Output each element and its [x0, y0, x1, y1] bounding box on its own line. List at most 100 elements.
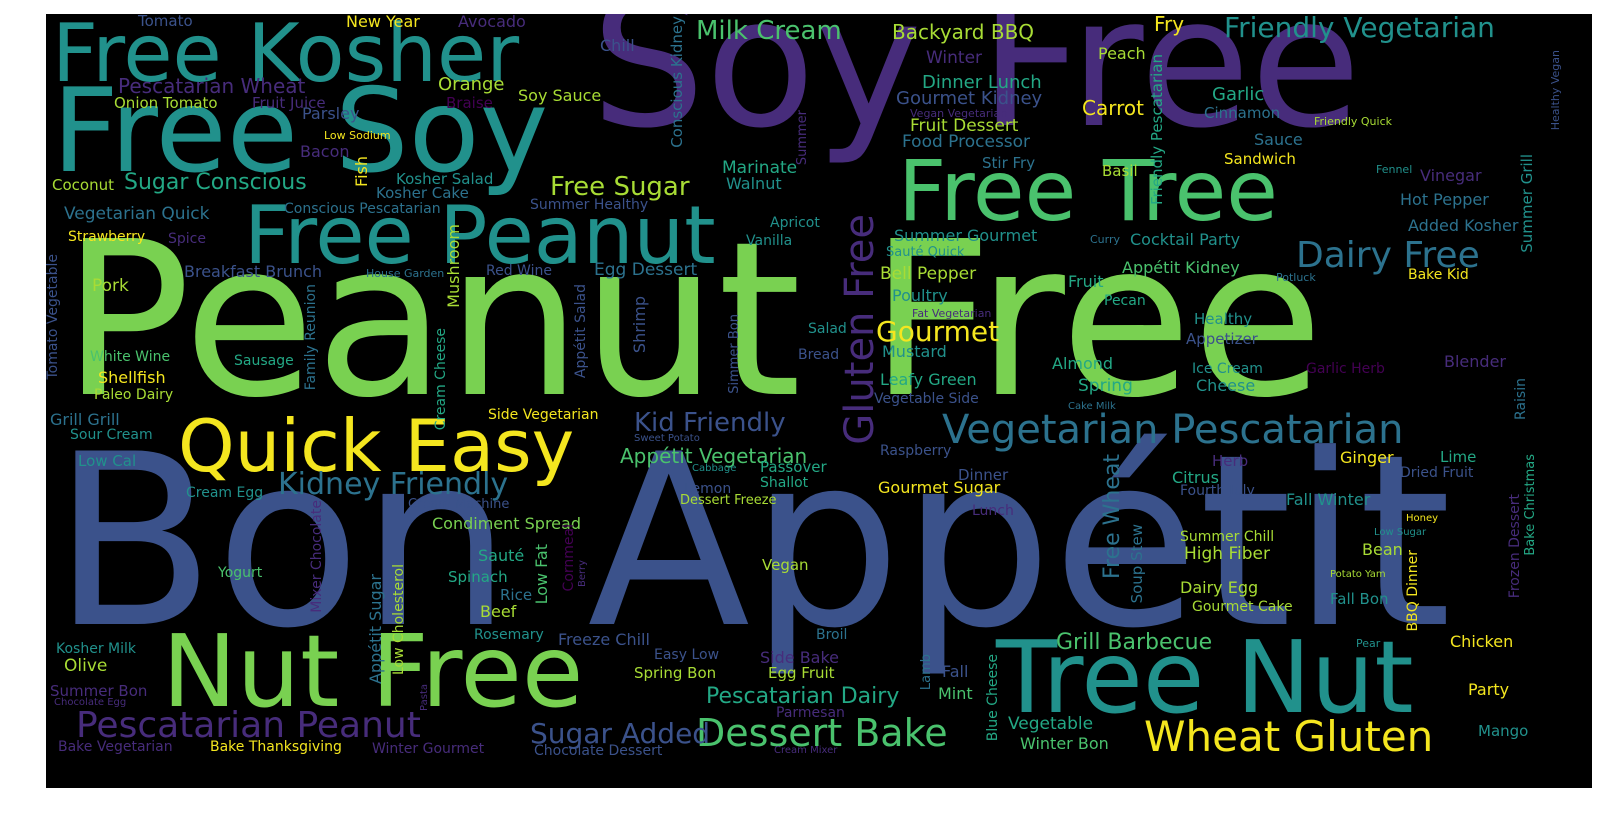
word-low-fat: Low Fat — [532, 544, 551, 605]
word-tomato-vegetable: Tomato Vegetable — [46, 254, 61, 380]
word-free-kosher: Free Kosher — [52, 14, 520, 100]
word-lamb: Lamb — [919, 654, 934, 691]
word-conscious-pescatarian: Conscious Pescatarian — [284, 201, 441, 217]
word-carrot: Carrot — [1082, 96, 1144, 120]
word-soy-free: Soy Free — [591, 14, 1362, 168]
word-side-bake: Side Bake — [760, 648, 840, 667]
word-family-reunion: Family Reunion — [303, 284, 319, 391]
word-cheese: Cheese — [1196, 376, 1256, 395]
word-freeze-chill: Freeze Chill — [558, 630, 650, 649]
word-gourmet-kidney: Gourmet Kidney — [896, 88, 1043, 109]
word-lime: Lime — [1440, 448, 1477, 466]
word-vanilla: Vanilla — [746, 233, 793, 249]
word-potluck: Potluck — [1276, 271, 1316, 284]
word-egg-dessert: Egg Dessert — [594, 260, 698, 280]
word-grill-grill: Grill Grill — [50, 410, 120, 429]
word-white-wine: White Wine — [90, 349, 171, 365]
word-party: Party — [1468, 680, 1510, 699]
word-braise: Braise — [446, 94, 493, 112]
word-blender: Blender — [1444, 352, 1506, 371]
word-garlic: Garlic — [1212, 84, 1265, 105]
word-ginger: Ginger — [1340, 448, 1394, 467]
word-bacon: Bacon — [300, 142, 350, 161]
word-spring: Spring — [1078, 376, 1133, 396]
word-vegetarian-quick: Vegetarian Quick — [64, 204, 210, 224]
word-tomato: Tomato — [138, 14, 193, 30]
word-healthy: Healthy — [1194, 310, 1253, 328]
word-dinner-lunch: Dinner Lunch — [922, 72, 1042, 93]
word-gourmet: Gourmet — [876, 315, 1000, 348]
word-summer-bon: Summer Bon — [50, 682, 148, 700]
word-wheat-gluten: Wheat Gluten — [1144, 712, 1434, 761]
word-dessert-bake: Dessert Bake — [696, 711, 948, 755]
word-mushroom: Mushroom — [444, 224, 463, 308]
word-passover: Passover — [760, 458, 827, 476]
word-free-peanut: Free Peanut — [244, 189, 716, 282]
word-parsley: Parsley — [302, 104, 360, 123]
word-low-cholesterol: Low Cholesterol — [391, 564, 407, 676]
word-hot-pepper: Hot Pepper — [1400, 190, 1489, 209]
word-vinegar: Vinegar — [1420, 166, 1482, 185]
word-summer-gourmet: Summer Gourmet — [894, 226, 1038, 245]
word-chill: Chill — [600, 36, 635, 55]
word-chocolate-dessert: Chocolate Dessert — [534, 743, 663, 759]
word-peanut-free: Peanut Free — [62, 196, 1324, 445]
word-cocktail-party: Cocktail Party — [1130, 230, 1241, 249]
word-soup-stew: Soup Stew — [1128, 524, 1146, 604]
word-chicken: Chicken — [1450, 632, 1514, 651]
word-low-sugar: Low Sugar — [1374, 527, 1427, 538]
word-almond: Almond — [1052, 354, 1114, 373]
word-curry: Curry — [1090, 233, 1121, 246]
word-broil: Broil — [816, 627, 848, 643]
word-mango: Mango — [1478, 722, 1529, 740]
word-friendly-pescatarian: Friendly Pescatarian — [1148, 54, 1166, 206]
word-conscious-kidney: Conscious Kidney — [668, 16, 686, 148]
word-cream-mixer: Cream Mixer — [774, 745, 838, 756]
word-berry: Berry — [577, 560, 588, 587]
word-strawberry: Strawberry — [68, 229, 146, 245]
word-orange: Orange — [438, 74, 505, 95]
word-pescatarian-wheat: Pescatarian Wheat — [118, 74, 306, 98]
word-saute-quick: Sauté Quick — [886, 245, 965, 260]
word-dairy-free: Dairy Free — [1296, 235, 1480, 276]
word-rosemary: Rosemary — [474, 627, 544, 643]
word-appetit-sugar: Appétit Sugar — [366, 574, 385, 685]
word-pescatarian-peanut: Pescatarian Peanut — [76, 705, 421, 746]
word-dairy-egg: Dairy Egg — [1180, 578, 1259, 597]
word-shallot: Shallot — [760, 475, 809, 491]
word-bread: Bread — [798, 347, 840, 363]
word-winter-bon: Winter Bon — [1020, 734, 1109, 753]
word-pork: Pork — [92, 276, 129, 296]
word-spice: Spice — [168, 231, 206, 247]
word-soy-sauce: Soy Sauce — [518, 86, 602, 105]
word-parmesan: Parmesan — [776, 705, 845, 721]
word-beef: Beef — [480, 602, 517, 621]
word-tree-nut: Tree Nut — [996, 619, 1414, 736]
word-chocolate-egg: Chocolate Egg — [54, 697, 127, 708]
word-pasta: Pasta — [419, 684, 430, 711]
word-basil: Basil — [1102, 162, 1138, 180]
word-mint: Mint — [938, 684, 973, 703]
word-spinach: Spinach — [448, 568, 508, 586]
word-friendly-vegetarian: Friendly Vegetarian — [1224, 14, 1495, 44]
word-coconut: Coconut — [52, 176, 114, 194]
word-kosher-salad: Kosher Salad — [396, 170, 494, 188]
word-low-sodium: Low Sodium — [324, 129, 391, 142]
word-kosher-milk: Kosher Milk — [56, 641, 137, 657]
word-poultry: Poultry — [892, 286, 948, 305]
word-shellfish: Shellfish — [98, 368, 166, 387]
word-free-tree: Free Tree — [898, 142, 1278, 240]
word-salad: Salad — [808, 321, 847, 337]
word-garlic-herb: Garlic Herb — [1306, 361, 1385, 377]
word-dinner: Dinner — [958, 466, 1009, 484]
word-fruit-dessert: Fruit Dessert — [910, 116, 1019, 136]
word-mustard: Mustard — [882, 342, 947, 361]
word-bon-appetit: Bon Appétit — [52, 404, 1452, 681]
word-friendly-quick: Friendly Quick — [1314, 115, 1392, 128]
word-pecan: Pecan — [1104, 293, 1146, 309]
word-bake-vegetarian: Bake Vegetarian — [58, 739, 173, 755]
word-avocado: Avocado — [458, 14, 526, 31]
word-sweet-potato: Sweet Potato — [634, 433, 700, 444]
word-winter: Winter — [926, 48, 983, 68]
word-low-cal: Low Cal — [78, 452, 137, 470]
